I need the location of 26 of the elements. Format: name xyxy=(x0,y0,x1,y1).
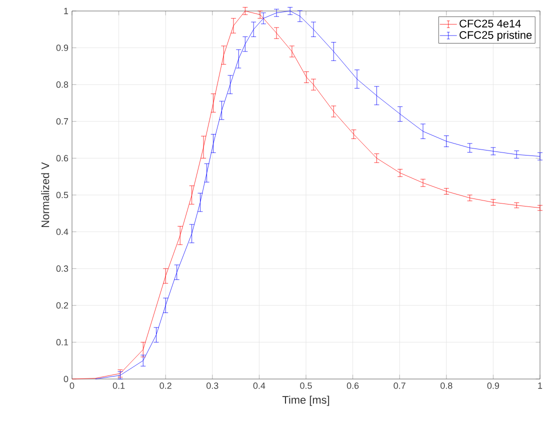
y-tick-label: 0.4 xyxy=(56,228,68,235)
y-tick-label: 0.3 xyxy=(56,265,68,272)
y-tick-label: 0.1 xyxy=(56,339,68,346)
x-tick-label: 0.3 xyxy=(206,382,218,389)
y-tick-label: 0.2 xyxy=(56,302,68,309)
x-tick-label: 0 xyxy=(70,382,74,389)
x-tick-label: 1 xyxy=(538,382,542,389)
y-tick-label: 0.8 xyxy=(56,81,68,88)
legend-label: CFC25 4e14 xyxy=(460,20,521,28)
x-tick-label: 0.4 xyxy=(253,382,266,389)
y-tick-label: 0.7 xyxy=(56,118,68,125)
x-tick-label: 0.5 xyxy=(300,382,312,389)
y-axis-title: Normalized V xyxy=(41,162,50,227)
y-tick-label: 0 xyxy=(64,376,68,382)
x-tick-label: 0.6 xyxy=(346,382,359,389)
legend-label: CFC25 pristine xyxy=(460,30,532,42)
x-tick-label: 0.8 xyxy=(440,382,452,389)
x-tick-label: 0.9 xyxy=(487,382,500,389)
x-tick-label: 0.2 xyxy=(160,382,172,389)
x-axis-title: Time [ms] xyxy=(282,396,330,406)
y-tick-label: 1 xyxy=(64,8,68,14)
y-tick-label: 0.6 xyxy=(56,155,68,162)
x-tick-label: 0.7 xyxy=(394,382,406,389)
y-tick-label: 0.5 xyxy=(56,192,68,198)
x-tick-label: 0.1 xyxy=(112,382,125,389)
y-tick-label: 0.9 xyxy=(56,44,68,51)
